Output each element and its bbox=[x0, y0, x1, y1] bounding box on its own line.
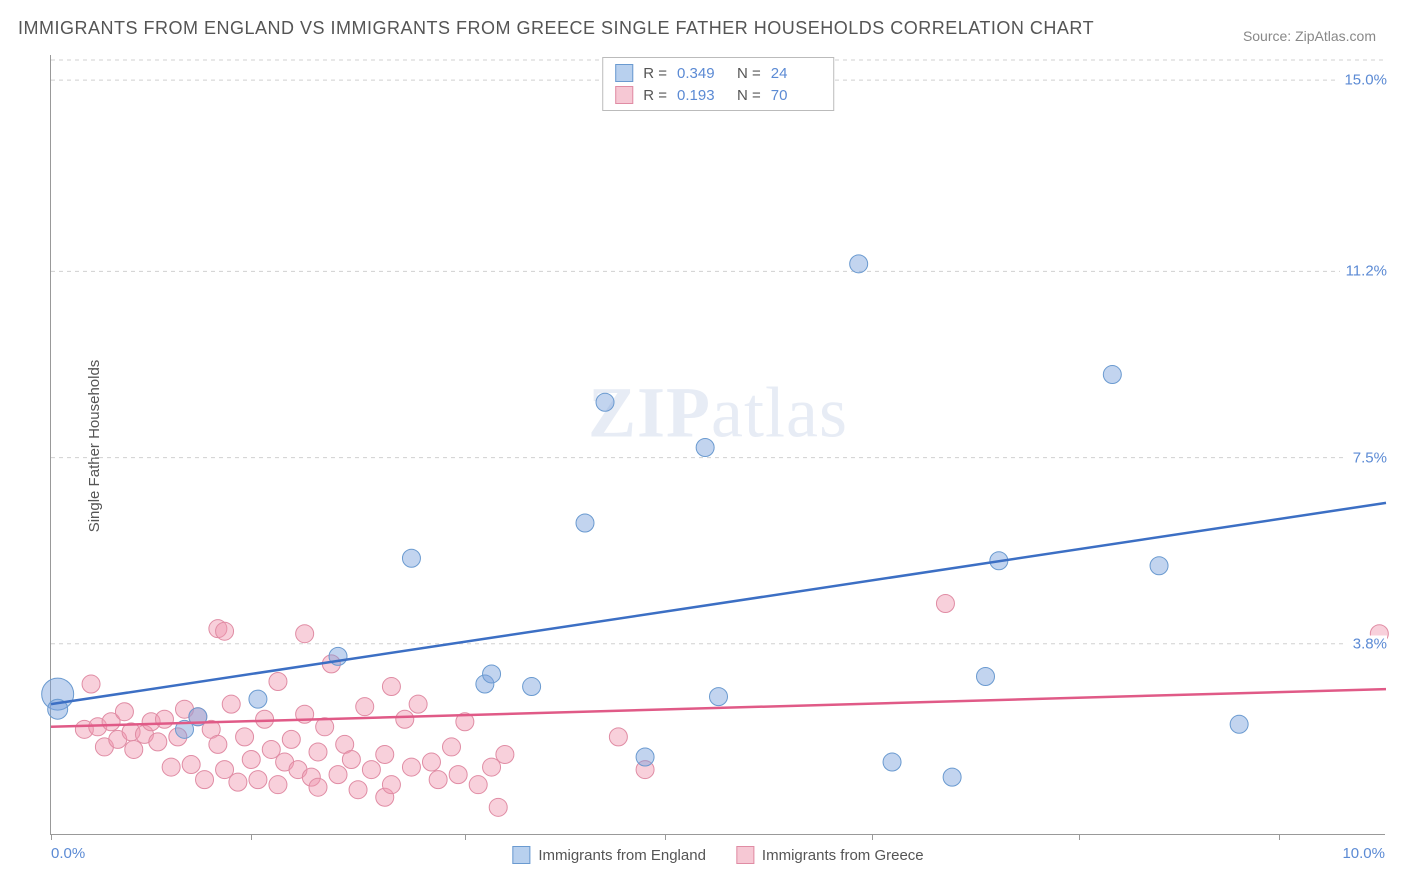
scatter-point bbox=[162, 758, 180, 776]
legend-row-england: R = 0.349 N = 24 bbox=[615, 62, 821, 84]
legend-n-value-greece: 70 bbox=[771, 87, 821, 104]
legend-correlation: R = 0.349 N = 24 R = 0.193 N = 70 bbox=[602, 57, 834, 111]
scatter-point bbox=[216, 622, 234, 640]
scatter-point bbox=[402, 549, 420, 567]
x-axis-label-max: 10.0% bbox=[1342, 845, 1385, 862]
scatter-point bbox=[342, 751, 360, 769]
scatter-point bbox=[309, 743, 327, 761]
legend-r-value-greece: 0.193 bbox=[677, 87, 727, 104]
scatter-point bbox=[576, 514, 594, 532]
legend-swatch-greece bbox=[736, 846, 754, 864]
chart-title: IMMIGRANTS FROM ENGLAND VS IMMIGRANTS FR… bbox=[18, 18, 1094, 39]
scatter-point bbox=[883, 753, 901, 771]
x-tick-mark bbox=[465, 834, 466, 840]
legend-swatch-greece bbox=[615, 86, 633, 104]
legend-row-greece: R = 0.193 N = 70 bbox=[615, 84, 821, 106]
legend-n-label: N = bbox=[737, 65, 761, 82]
y-tick-label: 3.8% bbox=[1347, 635, 1387, 652]
scatter-point bbox=[402, 758, 420, 776]
scatter-point bbox=[296, 625, 314, 643]
scatter-point bbox=[222, 695, 240, 713]
legend-label-greece: Immigrants from Greece bbox=[762, 847, 924, 864]
scatter-point bbox=[309, 778, 327, 796]
scatter-point bbox=[209, 735, 227, 753]
legend-n-value-england: 24 bbox=[771, 65, 821, 82]
scatter-point bbox=[149, 733, 167, 751]
scatter-point bbox=[1230, 715, 1248, 733]
scatter-point bbox=[362, 761, 380, 779]
legend-r-label: R = bbox=[643, 87, 667, 104]
legend-item-england: Immigrants from England bbox=[512, 846, 706, 864]
scatter-point bbox=[155, 710, 173, 728]
scatter-point bbox=[249, 771, 267, 789]
plot-svg bbox=[51, 55, 1385, 834]
source-attribution: Source: ZipAtlas.com bbox=[1243, 28, 1376, 44]
legend-swatch-england bbox=[512, 846, 530, 864]
x-tick-mark bbox=[872, 834, 873, 840]
scatter-point bbox=[422, 753, 440, 771]
x-tick-mark bbox=[665, 834, 666, 840]
scatter-point bbox=[977, 667, 995, 685]
legend-label-england: Immigrants from England bbox=[538, 847, 706, 864]
scatter-point bbox=[269, 776, 287, 794]
y-tick-label: 7.5% bbox=[1347, 449, 1387, 466]
scatter-point bbox=[182, 756, 200, 774]
scatter-point bbox=[443, 738, 461, 756]
legend-item-greece: Immigrants from Greece bbox=[736, 846, 924, 864]
scatter-point bbox=[636, 748, 654, 766]
scatter-point bbox=[850, 255, 868, 273]
scatter-point bbox=[710, 688, 728, 706]
x-tick-mark bbox=[1279, 834, 1280, 840]
scatter-point bbox=[269, 673, 287, 691]
legend-r-value-england: 0.349 bbox=[677, 65, 727, 82]
scatter-point bbox=[469, 776, 487, 794]
legend-swatch-england bbox=[615, 64, 633, 82]
scatter-point bbox=[376, 745, 394, 763]
scatter-point bbox=[1150, 557, 1168, 575]
scatter-point bbox=[329, 766, 347, 784]
scatter-point bbox=[596, 393, 614, 411]
scatter-point bbox=[449, 766, 467, 784]
scatter-point bbox=[349, 781, 367, 799]
y-tick-label: 11.2% bbox=[1340, 263, 1387, 280]
scatter-point bbox=[316, 718, 334, 736]
plot-area: ZIPatlas R = 0.349 N = 24 R = 0.193 N = … bbox=[50, 55, 1385, 835]
scatter-point bbox=[396, 710, 414, 728]
x-tick-mark bbox=[1079, 834, 1080, 840]
scatter-point bbox=[496, 745, 514, 763]
scatter-point bbox=[523, 678, 541, 696]
scatter-point bbox=[609, 728, 627, 746]
scatter-point bbox=[196, 771, 214, 789]
scatter-point bbox=[229, 773, 247, 791]
scatter-point bbox=[256, 710, 274, 728]
scatter-point bbox=[382, 776, 400, 794]
scatter-point bbox=[356, 698, 374, 716]
scatter-point bbox=[82, 675, 100, 693]
scatter-point bbox=[115, 703, 133, 721]
scatter-point bbox=[429, 771, 447, 789]
scatter-point bbox=[943, 768, 961, 786]
x-tick-mark bbox=[51, 834, 52, 840]
scatter-point bbox=[489, 798, 507, 816]
x-tick-mark bbox=[251, 834, 252, 840]
scatter-point bbox=[282, 730, 300, 748]
scatter-point bbox=[125, 740, 143, 758]
legend-n-label: N = bbox=[737, 87, 761, 104]
scatter-point bbox=[696, 439, 714, 457]
scatter-point bbox=[249, 690, 267, 708]
trend-line bbox=[51, 503, 1386, 704]
scatter-point bbox=[242, 751, 260, 769]
scatter-point bbox=[382, 678, 400, 696]
legend-r-label: R = bbox=[643, 65, 667, 82]
scatter-point bbox=[936, 595, 954, 613]
x-axis-label-min: 0.0% bbox=[51, 845, 85, 862]
scatter-point bbox=[409, 695, 427, 713]
scatter-point bbox=[1103, 366, 1121, 384]
scatter-point bbox=[483, 665, 501, 683]
legend-series: Immigrants from England Immigrants from … bbox=[512, 846, 923, 864]
y-tick-label: 15.0% bbox=[1338, 72, 1387, 89]
scatter-point bbox=[236, 728, 254, 746]
